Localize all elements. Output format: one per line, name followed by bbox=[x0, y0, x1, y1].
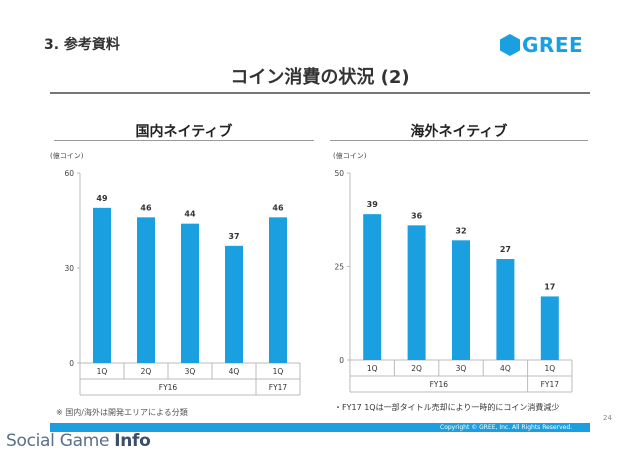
domestic-bar-value-label: 44 bbox=[184, 210, 196, 219]
overseas-y-tick-label: 25 bbox=[334, 263, 344, 272]
watermark: Social Game Info bbox=[6, 431, 151, 451]
domestic-group-label: FY17 bbox=[269, 383, 288, 392]
domestic-bar bbox=[269, 217, 287, 363]
chart-title-rule-overseas bbox=[330, 140, 588, 141]
overseas-x-tick-label: 1Q bbox=[544, 364, 555, 373]
overseas-group-label: FY17 bbox=[541, 380, 560, 389]
domestic-unit-label: (億コイン) bbox=[50, 151, 84, 160]
overseas-bar-value-label: 17 bbox=[544, 282, 555, 291]
section-title: 3. 参考資料 bbox=[44, 37, 120, 53]
domestic-bar bbox=[181, 223, 199, 363]
title-divider bbox=[50, 92, 590, 94]
overseas-group-label: FY16 bbox=[430, 380, 449, 389]
overseas-bar bbox=[363, 214, 382, 360]
gree-logo: GREE bbox=[500, 33, 620, 57]
overseas-y-tick-label: 0 bbox=[339, 356, 344, 365]
overseas-x-tick-label: 3Q bbox=[456, 364, 467, 373]
watermark-text-bold: Info bbox=[114, 431, 151, 451]
domestic-bar-value-label: 49 bbox=[96, 194, 108, 203]
overseas-bar-value-label: 36 bbox=[411, 211, 423, 220]
overseas-bar-value-label: 32 bbox=[455, 226, 466, 235]
overseas-bar-value-label: 27 bbox=[500, 245, 511, 254]
overseas-bar bbox=[407, 225, 426, 360]
overseas-bar-value-label: 39 bbox=[367, 200, 379, 209]
footer-bar bbox=[50, 423, 590, 432]
footnote-fy17: ・FY17 1Qは一部タイトル売却により一時的にコイン消費減少 bbox=[334, 403, 560, 412]
domestic-x-tick-label: 1Q bbox=[97, 367, 108, 376]
logo-wordmark: GREE bbox=[522, 33, 584, 57]
domestic-y-tick-label: 0 bbox=[69, 359, 74, 368]
page-number: 24 bbox=[603, 414, 612, 422]
domestic-bar bbox=[137, 217, 155, 363]
domestic-y-tick-label: 60 bbox=[64, 169, 74, 178]
watermark-text: Social Game bbox=[6, 431, 115, 451]
domestic-y-tick-label: 30 bbox=[64, 264, 74, 273]
domestic-bar-value-label: 46 bbox=[140, 203, 152, 212]
hexagon-logo-icon bbox=[500, 34, 520, 56]
overseas-unit-label: (億コイン) bbox=[333, 151, 367, 160]
chart-title-overseas: 海外ネイティブ bbox=[410, 124, 508, 140]
overseas-x-tick-label: 1Q bbox=[367, 364, 378, 373]
copyright-text: Copyright © GREE, Inc. All Rights Reserv… bbox=[440, 424, 573, 431]
overseas-bar bbox=[496, 259, 515, 360]
footnote-classification: ※ 国内/海外は開発エリアによる分類 bbox=[56, 408, 188, 417]
chart-title-domestic: 国内ネイティブ bbox=[135, 124, 233, 140]
domestic-x-tick-label: 2Q bbox=[141, 367, 152, 376]
overseas-bar bbox=[540, 296, 559, 360]
overseas-y-tick-label: 50 bbox=[334, 169, 344, 178]
overseas-bar bbox=[452, 240, 470, 360]
overseas-x-tick-label: 2Q bbox=[411, 364, 422, 373]
domestic-x-tick-label: 4Q bbox=[229, 367, 240, 376]
domestic-group-label: FY16 bbox=[159, 383, 178, 392]
slide-title: コイン消費の状況 (2) bbox=[230, 67, 410, 88]
domestic-bar-value-label: 46 bbox=[272, 203, 284, 212]
domestic-bar bbox=[225, 245, 243, 363]
domestic-x-tick-label: 3Q bbox=[185, 367, 196, 376]
overseas-x-tick-label: 4Q bbox=[500, 364, 511, 373]
chart-title-rule-domestic bbox=[54, 140, 314, 141]
domestic-bar bbox=[93, 207, 111, 363]
domestic-bar-value-label: 37 bbox=[228, 232, 239, 241]
domestic-x-tick-label: 1Q bbox=[273, 367, 284, 376]
